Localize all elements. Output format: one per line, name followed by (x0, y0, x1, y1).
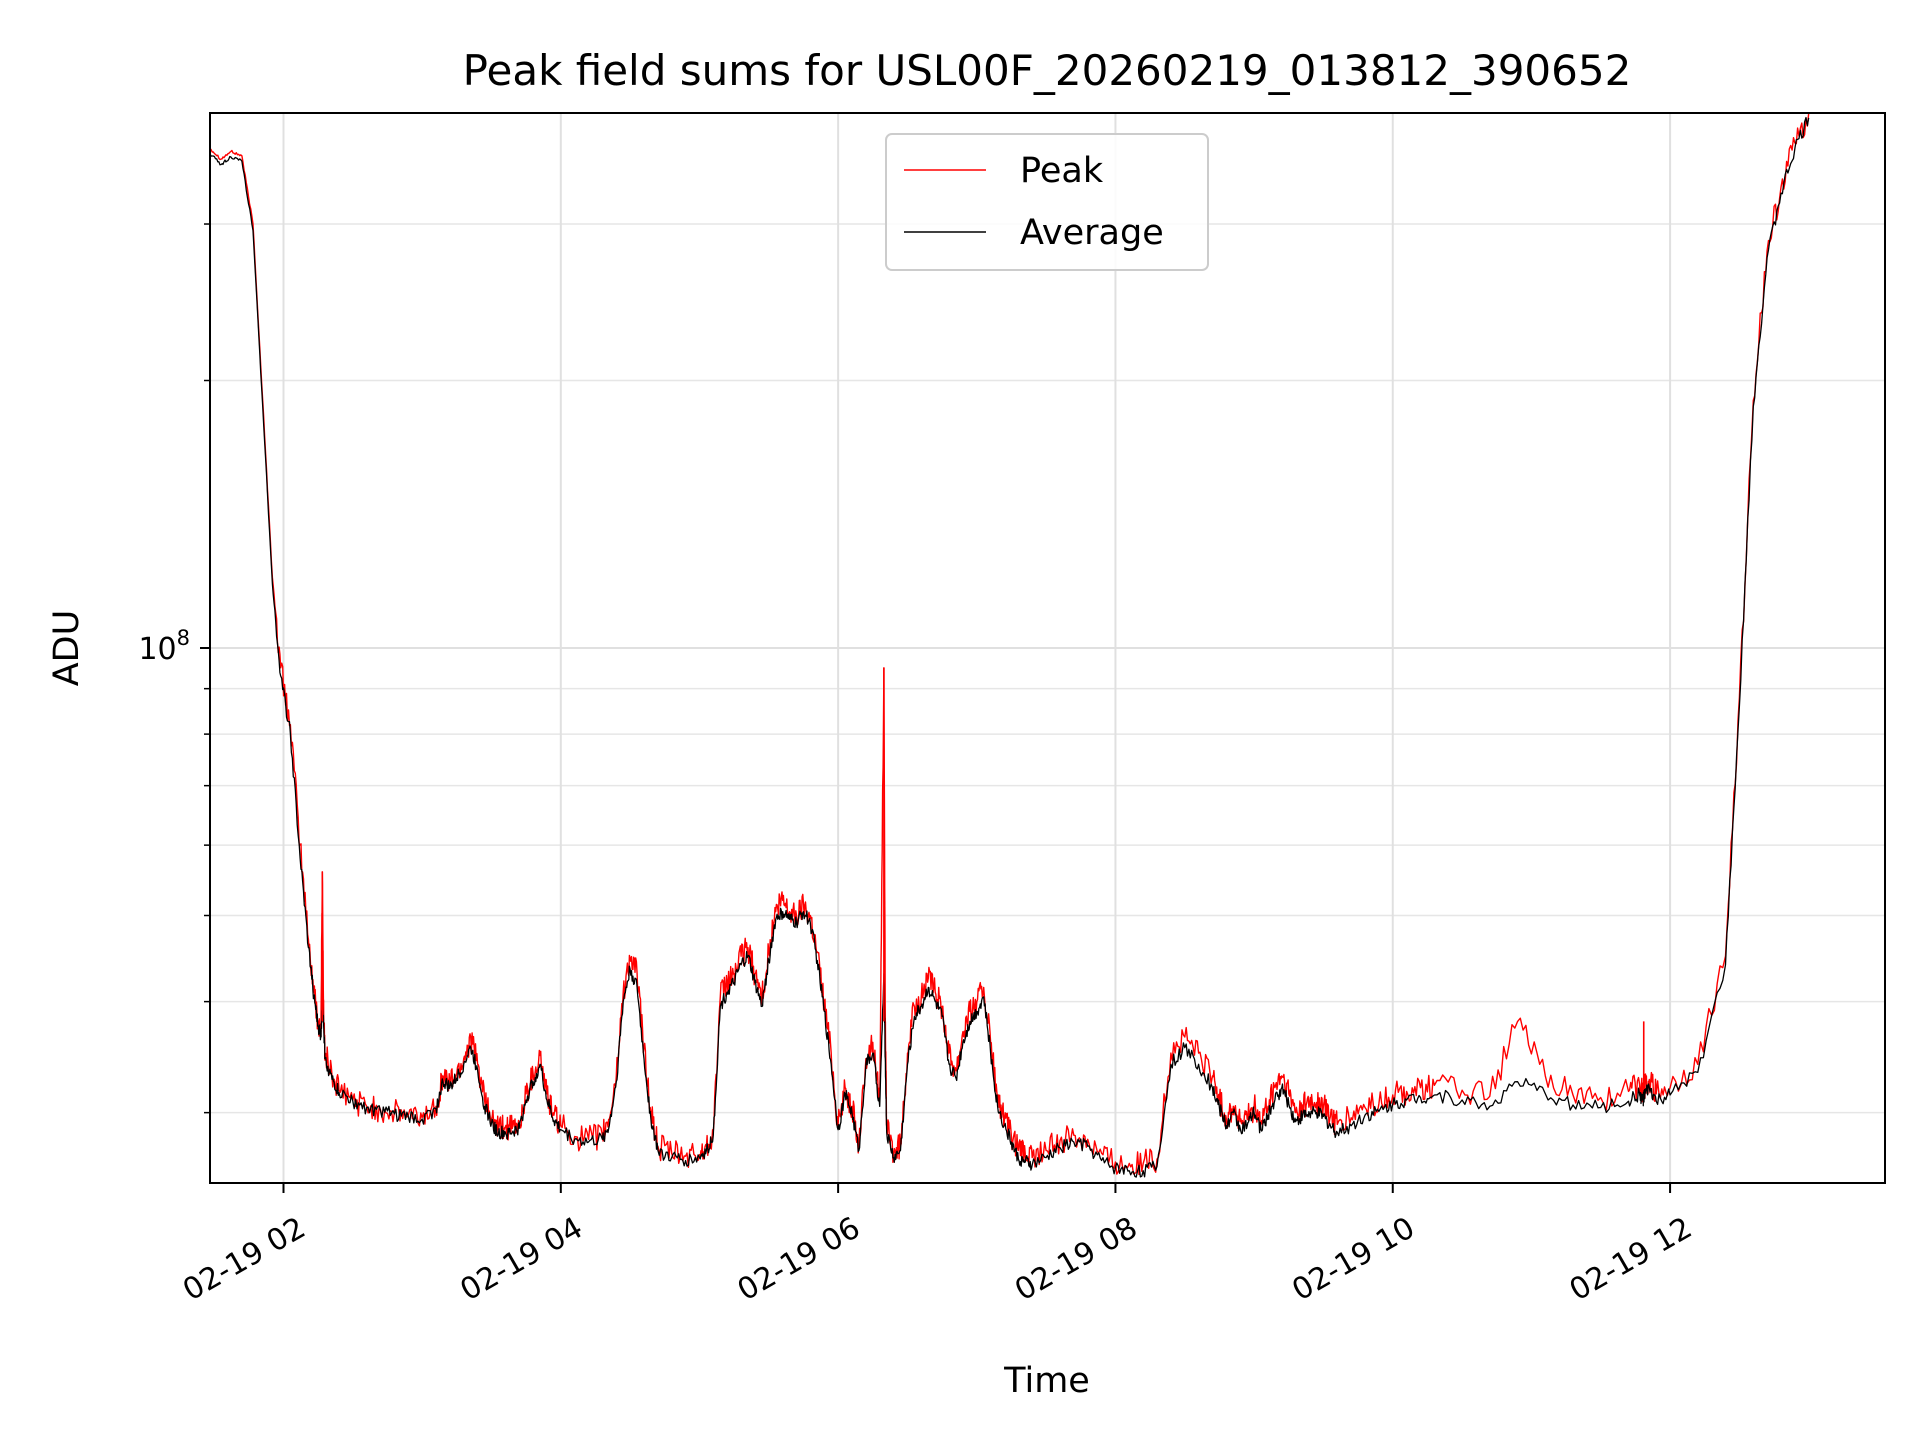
legend: Peak Average (885, 133, 1209, 271)
legend-peak-label: Peak (1020, 151, 1104, 191)
legend-box (885, 133, 1209, 271)
x-axis-label: Time (1003, 1361, 1090, 1401)
series-group (209, 112, 1810, 1178)
legend-average-label: Average (1020, 213, 1164, 253)
chart-title: Peak field sums for USL00F_20260219_0138… (463, 46, 1632, 95)
average-series-line (209, 116, 1810, 1178)
grid (210, 113, 1885, 1183)
y-axis-label: ADU (47, 610, 87, 687)
y-tick-label: 108 (138, 626, 190, 667)
